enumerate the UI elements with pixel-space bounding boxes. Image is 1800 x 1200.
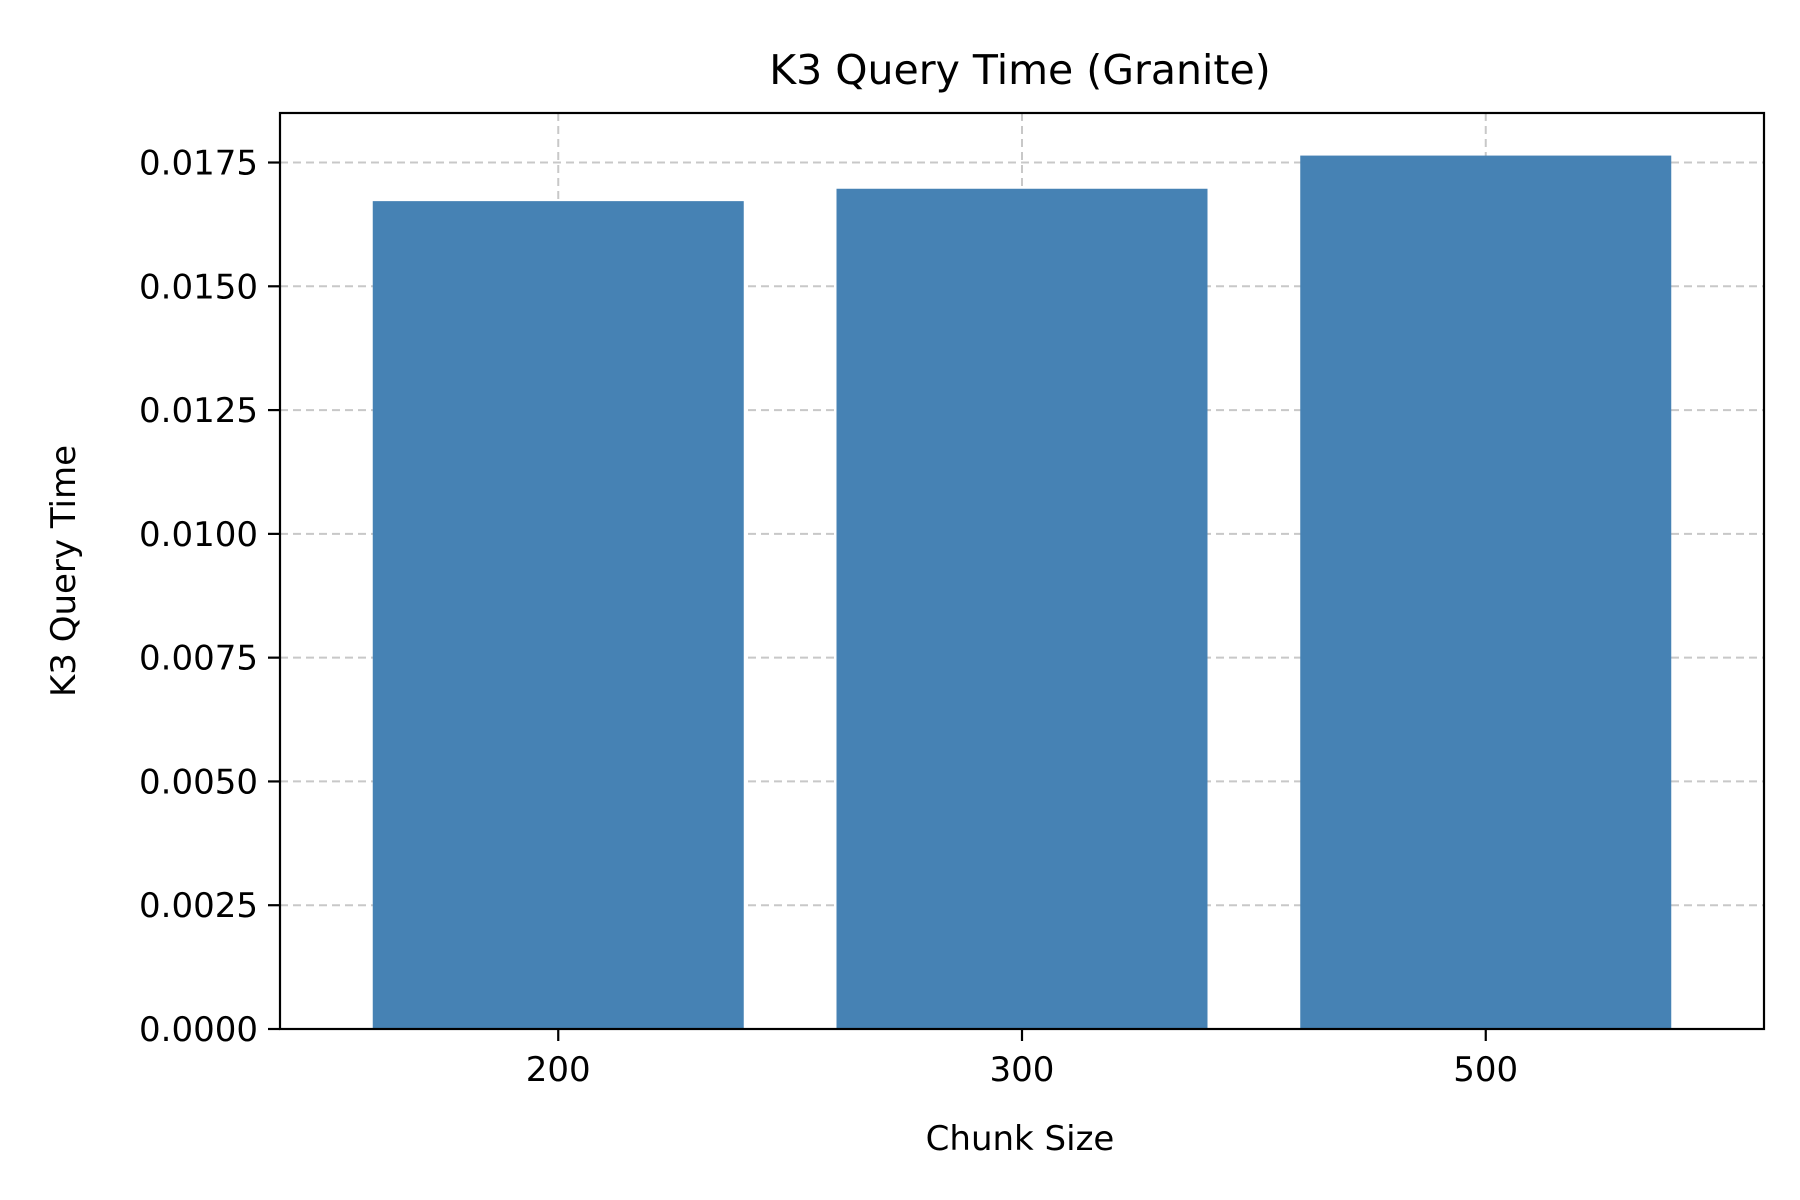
y-tick-label: 0.0150 [139, 267, 258, 307]
y-tick-label: 0.0175 [139, 144, 258, 184]
chart-title: K3 Query Time (Granite) [769, 46, 1270, 94]
y-tick-label: 0.0000 [139, 1010, 258, 1050]
bar-200 [372, 201, 744, 1030]
x-tick-label: 200 [526, 1050, 591, 1090]
bars [372, 155, 1672, 1030]
x-axis-ticks: 200 300 500 [526, 1029, 1518, 1090]
x-tick-label: 500 [1453, 1050, 1518, 1090]
y-tick-label: 0.0125 [139, 391, 258, 431]
x-axis-label: Chunk Size [926, 1119, 1115, 1159]
y-axis-label: K3 Query Time [44, 445, 84, 697]
bar-500 [1300, 155, 1672, 1030]
y-tick-label: 0.0050 [139, 762, 258, 802]
y-axis-ticks: 0.0000 0.0025 0.0050 0.0075 0.0100 0.0125 0.01… [139, 144, 280, 1050]
x-tick-label: 300 [990, 1050, 1055, 1090]
y-tick-label: 0.0075 [139, 639, 258, 679]
bar-300 [836, 188, 1208, 1029]
y-tick-label: 0.0025 [139, 886, 258, 926]
y-tick-label: 0.0100 [139, 515, 258, 555]
